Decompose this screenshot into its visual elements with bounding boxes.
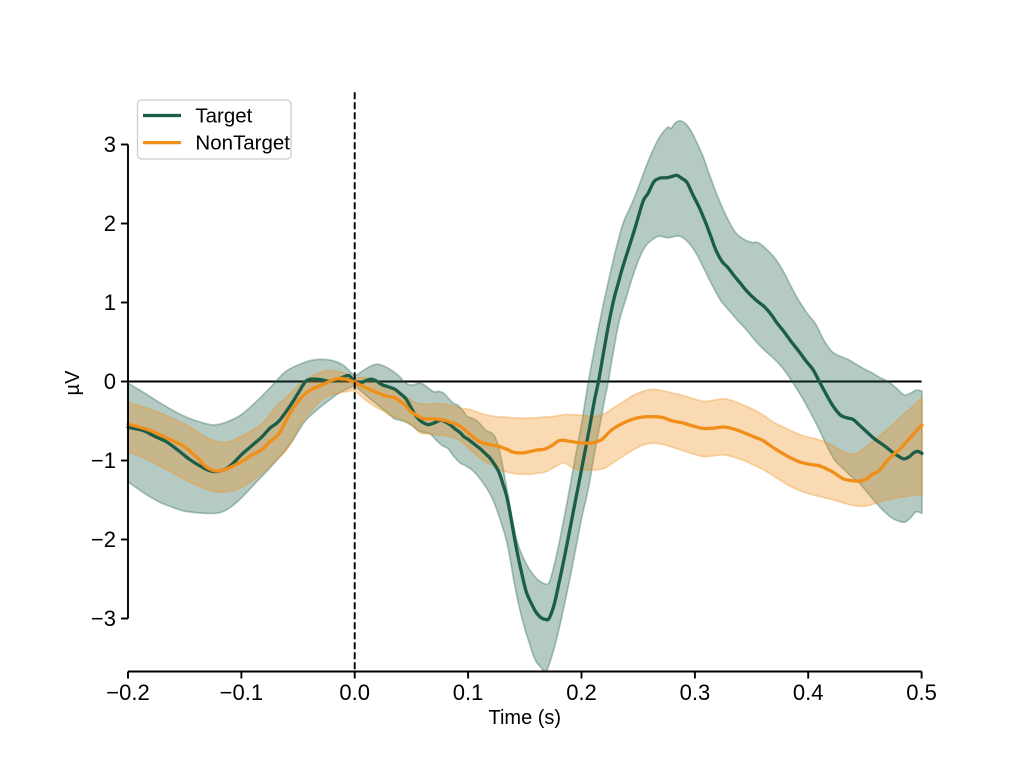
svg-text:0.0: 0.0 <box>339 680 370 705</box>
svg-text:0: 0 <box>104 369 116 394</box>
svg-text:1: 1 <box>104 290 116 315</box>
svg-text:0.2: 0.2 <box>566 680 597 705</box>
svg-text:NonTarget: NonTarget <box>195 132 290 155</box>
svg-text:0.5: 0.5 <box>906 680 937 705</box>
svg-text:0.4: 0.4 <box>793 680 824 705</box>
svg-text:0.1: 0.1 <box>453 680 484 705</box>
svg-text:−3: −3 <box>91 606 116 631</box>
svg-text:Time (s): Time (s) <box>489 707 562 729</box>
svg-text:3: 3 <box>104 132 116 157</box>
svg-text:−0.2: −0.2 <box>106 680 149 705</box>
svg-text:2: 2 <box>104 211 116 236</box>
svg-text:−2: −2 <box>91 527 116 552</box>
svg-text:µV: µV <box>62 370 84 396</box>
svg-text:−0.1: −0.1 <box>220 680 263 705</box>
svg-text:−1: −1 <box>91 448 116 473</box>
svg-text:0.3: 0.3 <box>680 680 711 705</box>
svg-text:Target: Target <box>195 105 252 128</box>
